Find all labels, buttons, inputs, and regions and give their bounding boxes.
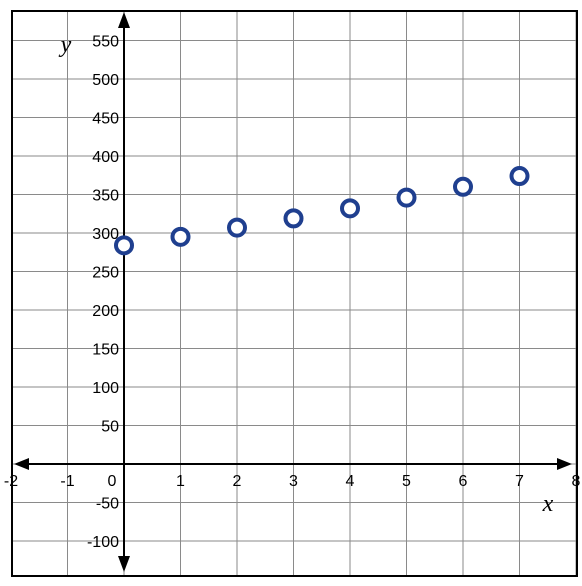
y-tick-label: -50 <box>96 496 119 513</box>
grid-layer <box>12 11 577 576</box>
x-tick-label: 0 <box>108 473 117 490</box>
x-tick-labels: -2 -1 0 1 2 3 4 5 6 7 8 <box>4 473 581 490</box>
data-points <box>114 166 530 256</box>
x-tick-label: 7 <box>515 473 524 490</box>
x-tick-label: 1 <box>176 473 185 490</box>
x-axis-arrow-left <box>14 458 29 470</box>
x-tick-label: 6 <box>459 473 468 490</box>
y-tick-label: 350 <box>92 188 119 205</box>
y-axis-arrow-up <box>118 12 130 28</box>
y-tick-label: 50 <box>101 419 119 436</box>
axes-layer <box>14 12 572 572</box>
y-tick-label: 250 <box>92 265 119 282</box>
y-tick-label: 550 <box>92 34 119 51</box>
data-point <box>453 176 473 197</box>
data-point <box>227 217 247 238</box>
x-axis-arrow-right <box>557 458 572 470</box>
x-tick-label: 3 <box>289 473 298 490</box>
x-axis-title: x <box>542 491 554 517</box>
data-point <box>396 187 417 208</box>
x-tick-label: 5 <box>402 473 411 490</box>
y-tick-label: 100 <box>92 380 119 397</box>
y-tick-label: 500 <box>92 72 119 89</box>
x-tick-label: 4 <box>346 473 355 490</box>
y-tick-label: 200 <box>92 303 119 320</box>
y-tick-label: -100 <box>87 534 119 551</box>
y-tick-label: 450 <box>92 111 119 128</box>
y-tick-label: 150 <box>92 342 119 359</box>
y-axis-arrow-down <box>118 556 130 572</box>
data-point <box>509 166 530 187</box>
y-tick-labels: -100 -50 50 100 150 200 250 300 350 400 450 500 550 <box>87 34 119 552</box>
data-point <box>170 226 191 247</box>
data-point <box>114 235 134 256</box>
data-point <box>283 208 304 229</box>
y-axis-title: y <box>59 32 72 58</box>
y-tick-label: 300 <box>92 226 119 243</box>
data-point <box>340 198 360 219</box>
x-tick-label: 2 <box>233 473 242 490</box>
y-tick-label: 400 <box>92 149 119 166</box>
chart-frame <box>11 10 578 577</box>
x-tick-label: -1 <box>60 473 74 490</box>
